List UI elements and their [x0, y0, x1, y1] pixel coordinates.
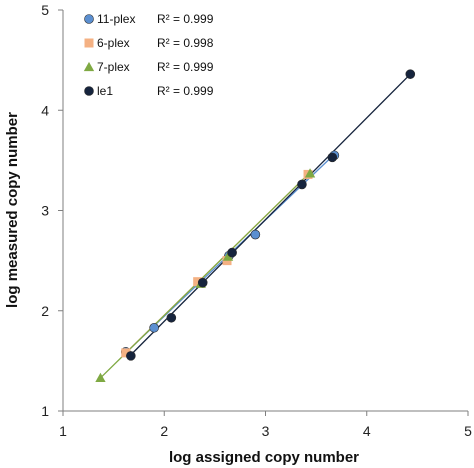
legend: 11-plex R² = 0.999 6-plex R² = 0.998 7-plex R… [83, 12, 214, 98]
legend-r2: R² = 0.998 [157, 36, 214, 50]
point-11-plex [149, 322, 159, 333]
point-le1 [166, 312, 177, 323]
tick-labels: 1 2 3 4 5 1 2 3 4 5 [41, 2, 472, 439]
fit-line-le1 [130, 73, 411, 356]
y-axis-title: log measured copy number [4, 112, 21, 308]
x-axis-title: log assigned copy number [169, 449, 359, 466]
point-11-plex [250, 229, 261, 240]
x-tick-label: 2 [160, 423, 168, 439]
legend-label: 7-plex [97, 60, 130, 74]
legend-label: 6-plex [97, 36, 130, 50]
x-tick-label: 5 [464, 423, 472, 439]
point-6-plex [193, 277, 203, 287]
legend-r2: R² = 0.999 [157, 84, 214, 98]
point-7-plex [222, 251, 234, 261]
x-tick-label: 3 [262, 423, 270, 439]
y-tick-label: 3 [41, 203, 49, 219]
fit-lines [100, 73, 411, 379]
point-6-plex [121, 348, 131, 358]
y-tick-label: 4 [41, 102, 49, 118]
x-tick-label: 1 [59, 423, 67, 439]
fit-line-7-plex [100, 171, 311, 379]
point-le1 [297, 179, 307, 190]
point-le1 [126, 351, 136, 361]
legend-r2: R² = 0.999 [157, 60, 214, 74]
y-tick-label: 1 [41, 403, 49, 419]
x-tick-label: 4 [363, 423, 371, 439]
data-points [95, 69, 416, 383]
point-7-plex [95, 372, 106, 383]
point-le1 [327, 152, 338, 163]
point-le1 [227, 247, 237, 258]
legend-marker-7-plex [83, 61, 95, 72]
legend-marker-6-plex [84, 38, 94, 48]
y-tick-label: 5 [41, 2, 49, 18]
point-7-plex [304, 168, 316, 178]
legend-label: le1 [97, 84, 113, 98]
legend-marker-le1 [84, 86, 94, 96]
y-tick-label: 2 [41, 303, 49, 319]
legend-label: 11-plex [97, 12, 135, 26]
axes [58, 9, 469, 416]
legend-r2: R² = 0.999 [157, 12, 214, 26]
point-le1 [197, 277, 208, 288]
legend-marker-11-plex [84, 14, 94, 24]
point-le1 [405, 69, 416, 79]
